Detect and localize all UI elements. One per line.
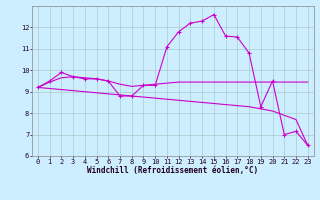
X-axis label: Windchill (Refroidissement éolien,°C): Windchill (Refroidissement éolien,°C) bbox=[87, 166, 258, 175]
